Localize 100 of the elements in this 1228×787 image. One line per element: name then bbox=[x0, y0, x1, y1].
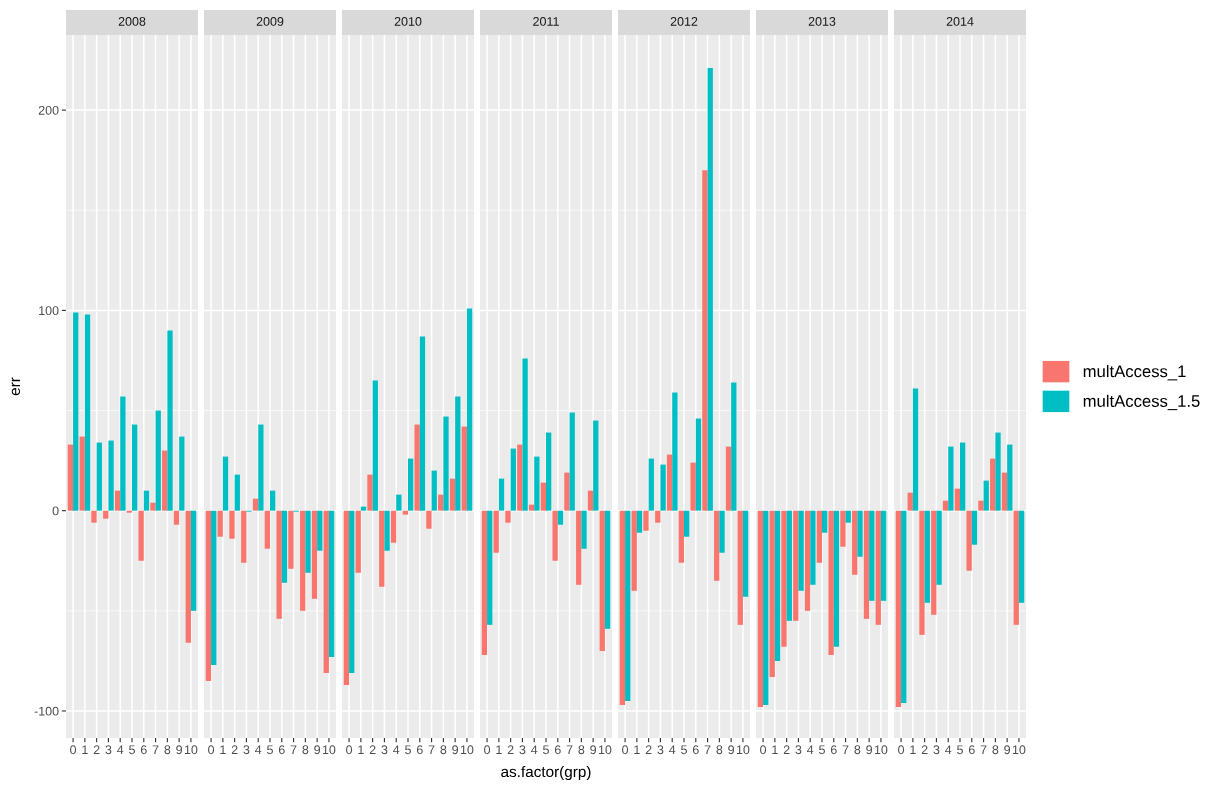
bar bbox=[731, 382, 737, 511]
bar bbox=[349, 510, 355, 673]
bar bbox=[305, 510, 311, 573]
bar bbox=[1001, 472, 1008, 511]
bar bbox=[737, 510, 743, 625]
bar bbox=[390, 510, 397, 543]
x-tick-label: 10 bbox=[184, 745, 198, 755]
bar bbox=[190, 510, 197, 611]
bar bbox=[414, 424, 420, 511]
bar bbox=[179, 436, 185, 511]
bar bbox=[672, 392, 678, 511]
x-tick-label: 6 bbox=[416, 745, 423, 755]
bar bbox=[660, 464, 666, 511]
bar bbox=[108, 440, 114, 511]
x-tick-label: 4 bbox=[945, 745, 952, 754]
x-tick-label: 3 bbox=[519, 745, 526, 755]
bar bbox=[678, 510, 684, 563]
x-tick-label: 8 bbox=[440, 745, 447, 755]
bar bbox=[185, 510, 191, 643]
x-tick-label: 7 bbox=[290, 745, 297, 754]
bar bbox=[498, 478, 505, 511]
bar bbox=[91, 510, 97, 523]
bar bbox=[120, 396, 126, 511]
bar bbox=[258, 424, 264, 511]
x-tick-label: 3 bbox=[381, 745, 388, 755]
bar bbox=[162, 450, 168, 511]
bar bbox=[990, 458, 996, 511]
x-tick-label: 9 bbox=[452, 745, 459, 755]
x-tick-label: 2 bbox=[645, 745, 652, 754]
bar bbox=[323, 510, 329, 673]
bar bbox=[79, 436, 85, 511]
bar bbox=[67, 444, 74, 511]
bar bbox=[481, 510, 488, 655]
chart-title: 2008 bbox=[118, 17, 146, 26]
x-tick-label: 3 bbox=[795, 745, 802, 755]
bar bbox=[300, 510, 306, 611]
x-tick-label: 9 bbox=[866, 745, 873, 755]
x-tick-label: 9 bbox=[176, 745, 183, 755]
bar bbox=[702, 170, 708, 511]
bar bbox=[419, 336, 426, 511]
chart-title: 2014 bbox=[946, 17, 974, 26]
bar bbox=[205, 510, 212, 681]
bar bbox=[1007, 444, 1013, 511]
x-tick-label: 6 bbox=[554, 745, 561, 755]
y-axis-title: err bbox=[11, 377, 21, 396]
bar bbox=[995, 432, 1001, 511]
bar bbox=[924, 510, 930, 603]
bar bbox=[522, 358, 528, 511]
legend-label: multAccess_1.5 bbox=[1083, 394, 1200, 411]
bar bbox=[73, 312, 79, 511]
chart-title: 2012 bbox=[670, 17, 698, 26]
x-tick-label: 1 bbox=[496, 745, 502, 754]
bar bbox=[132, 424, 138, 511]
bar bbox=[505, 510, 511, 523]
x-tick-label: 5 bbox=[267, 745, 273, 755]
x-tick-label: 8 bbox=[992, 745, 999, 755]
bar bbox=[114, 490, 121, 511]
x-tick-label: 0 bbox=[346, 745, 353, 755]
bar bbox=[438, 494, 444, 511]
bar bbox=[540, 482, 546, 511]
y-tick-label: 100 bbox=[39, 306, 59, 316]
bar bbox=[564, 472, 570, 511]
bar bbox=[604, 510, 611, 629]
bar bbox=[576, 510, 582, 585]
bar bbox=[648, 458, 654, 511]
bar bbox=[143, 490, 150, 511]
y-tick-label: 0 bbox=[52, 506, 59, 516]
bar bbox=[311, 510, 318, 599]
bar bbox=[443, 416, 449, 511]
x-tick-label: 1 bbox=[358, 745, 364, 754]
bar bbox=[402, 510, 408, 515]
bar bbox=[487, 510, 493, 625]
x-tick-label: 3 bbox=[657, 745, 664, 755]
bar bbox=[1013, 510, 1019, 625]
bar bbox=[510, 448, 516, 511]
x-tick-label: 1 bbox=[82, 745, 88, 754]
x-tick-label: 10 bbox=[1012, 745, 1026, 755]
bar bbox=[901, 510, 907, 703]
bar bbox=[569, 412, 575, 511]
bar bbox=[408, 458, 414, 511]
bar bbox=[931, 510, 937, 615]
bar bbox=[919, 510, 925, 635]
bar bbox=[372, 380, 378, 511]
bar bbox=[960, 442, 966, 511]
chart-title: 2009 bbox=[256, 17, 284, 26]
bar bbox=[493, 510, 499, 553]
x-tick-label: 8 bbox=[302, 745, 309, 755]
x-tick-label: 7 bbox=[428, 745, 435, 754]
x-tick-label: 5 bbox=[129, 745, 135, 755]
bar bbox=[270, 490, 276, 511]
bar bbox=[942, 500, 949, 511]
x-tick-label: 6 bbox=[692, 745, 699, 755]
x-tick-label: 2 bbox=[507, 745, 514, 754]
bar bbox=[983, 480, 989, 511]
bar bbox=[317, 510, 323, 551]
bar bbox=[167, 330, 173, 511]
x-tick-label: 0 bbox=[484, 745, 491, 755]
bar bbox=[155, 410, 161, 511]
chart-title: 2011 bbox=[533, 17, 559, 26]
bar bbox=[384, 510, 390, 551]
